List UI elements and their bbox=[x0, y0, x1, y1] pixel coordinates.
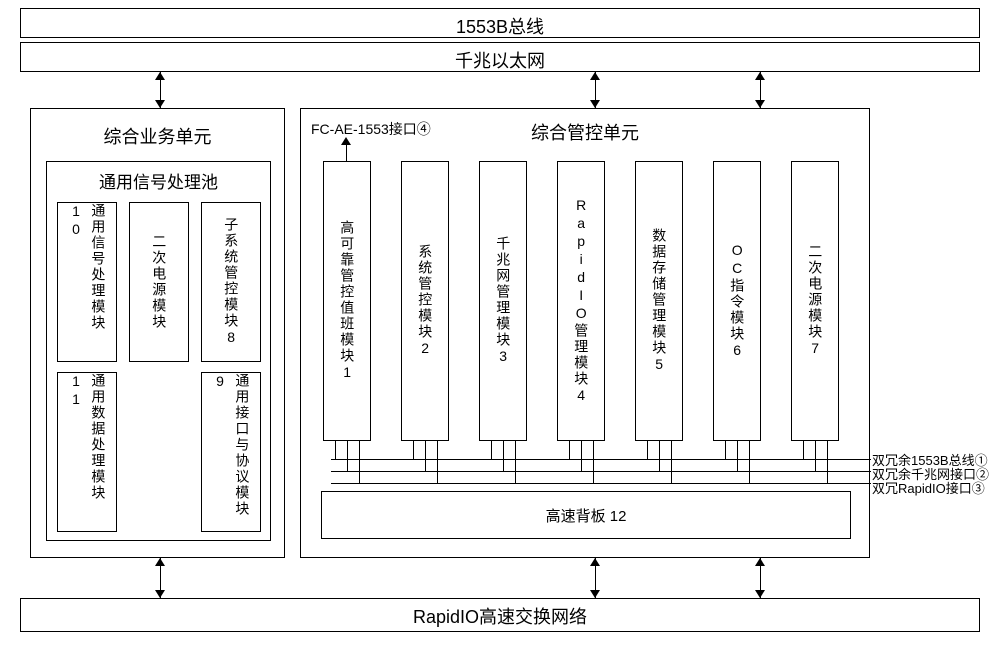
arrow-head bbox=[155, 100, 165, 108]
arrow-head bbox=[590, 590, 600, 598]
arrow-head bbox=[755, 100, 765, 108]
module-interface-protocol-9: 通用接口与协议模块9 bbox=[201, 372, 261, 532]
conn-line bbox=[413, 441, 414, 459]
module-2: 系统管控模块2 bbox=[401, 161, 449, 441]
module-secondary-power: 二次电源模块 bbox=[129, 202, 189, 362]
conn-line bbox=[647, 441, 648, 459]
arrow-head bbox=[755, 590, 765, 598]
arrow-head bbox=[590, 558, 600, 566]
conn-line bbox=[803, 441, 804, 459]
redundant-bus-line-3 bbox=[331, 483, 871, 484]
signal-processing-pool: 通用信号处理池 通用信号处理模块10 二次电源模块 子系统管控模块8 通用数据处… bbox=[46, 161, 271, 541]
conn-line bbox=[491, 441, 492, 459]
integrated-control-unit: FC-AE-1553接口④ 综合管控单元 高可靠管控值班模块1 系统管控模块2 … bbox=[300, 108, 870, 558]
module-subsystem-ctrl-8: 子系统管控模块8 bbox=[201, 202, 261, 362]
right-unit-title: 综合管控单元 bbox=[301, 119, 869, 145]
bus-rapidio: RapidIO高速交换网络 bbox=[20, 598, 980, 632]
module-5: 数据存储管理模块5 bbox=[635, 161, 683, 441]
module-7: 二次电源模块7 bbox=[791, 161, 839, 441]
module-4: RapidIO管理模块4 bbox=[557, 161, 605, 441]
module-sig-10: 通用信号处理模块10 bbox=[57, 202, 117, 362]
bus-1553b: 1553B总线 bbox=[20, 8, 980, 38]
arrow-head bbox=[155, 558, 165, 566]
conn-line bbox=[425, 441, 426, 471]
arrow-head bbox=[341, 137, 351, 145]
module-data-11: 通用数据处理模块11 bbox=[57, 372, 117, 532]
conn-line bbox=[815, 441, 816, 471]
module-6: OC指令模块6 bbox=[713, 161, 761, 441]
conn-line bbox=[737, 441, 738, 471]
conn-line bbox=[827, 441, 828, 483]
redundant-bus-line-1 bbox=[331, 459, 871, 460]
integrated-service-unit: 综合业务单元 通用信号处理池 通用信号处理模块10 二次电源模块 子系统管控模块… bbox=[30, 108, 285, 558]
arrow-head bbox=[755, 72, 765, 80]
conn-line bbox=[569, 441, 570, 459]
left-unit-title: 综合业务单元 bbox=[31, 109, 284, 157]
module-1: 高可靠管控值班模块1 bbox=[323, 161, 371, 441]
arrow-head bbox=[155, 590, 165, 598]
conn-line bbox=[347, 441, 348, 471]
conn-line bbox=[725, 441, 726, 459]
module-3: 千兆网管理模块3 bbox=[479, 161, 527, 441]
conn-line bbox=[581, 441, 582, 471]
pool-title: 通用信号处理池 bbox=[47, 162, 270, 199]
conn-line bbox=[659, 441, 660, 471]
conn-line bbox=[671, 441, 672, 483]
arrow-head bbox=[755, 558, 765, 566]
arrow-head bbox=[590, 72, 600, 80]
arrow-head bbox=[155, 72, 165, 80]
redundant-bus-line-2 bbox=[331, 471, 871, 472]
conn-line bbox=[503, 441, 504, 471]
conn-line bbox=[437, 441, 438, 483]
arrow-head bbox=[590, 100, 600, 108]
high-speed-backplane: 高速背板 12 bbox=[321, 491, 851, 539]
bus-gigabit-ethernet: 千兆以太网 bbox=[20, 42, 980, 72]
conn-line bbox=[515, 441, 516, 483]
conn-line bbox=[335, 441, 336, 459]
label-redundant-rapidio: 双冗RapidIO接口③ bbox=[872, 478, 985, 497]
conn-line bbox=[593, 441, 594, 483]
conn-line bbox=[749, 441, 750, 483]
conn-line bbox=[359, 441, 360, 483]
